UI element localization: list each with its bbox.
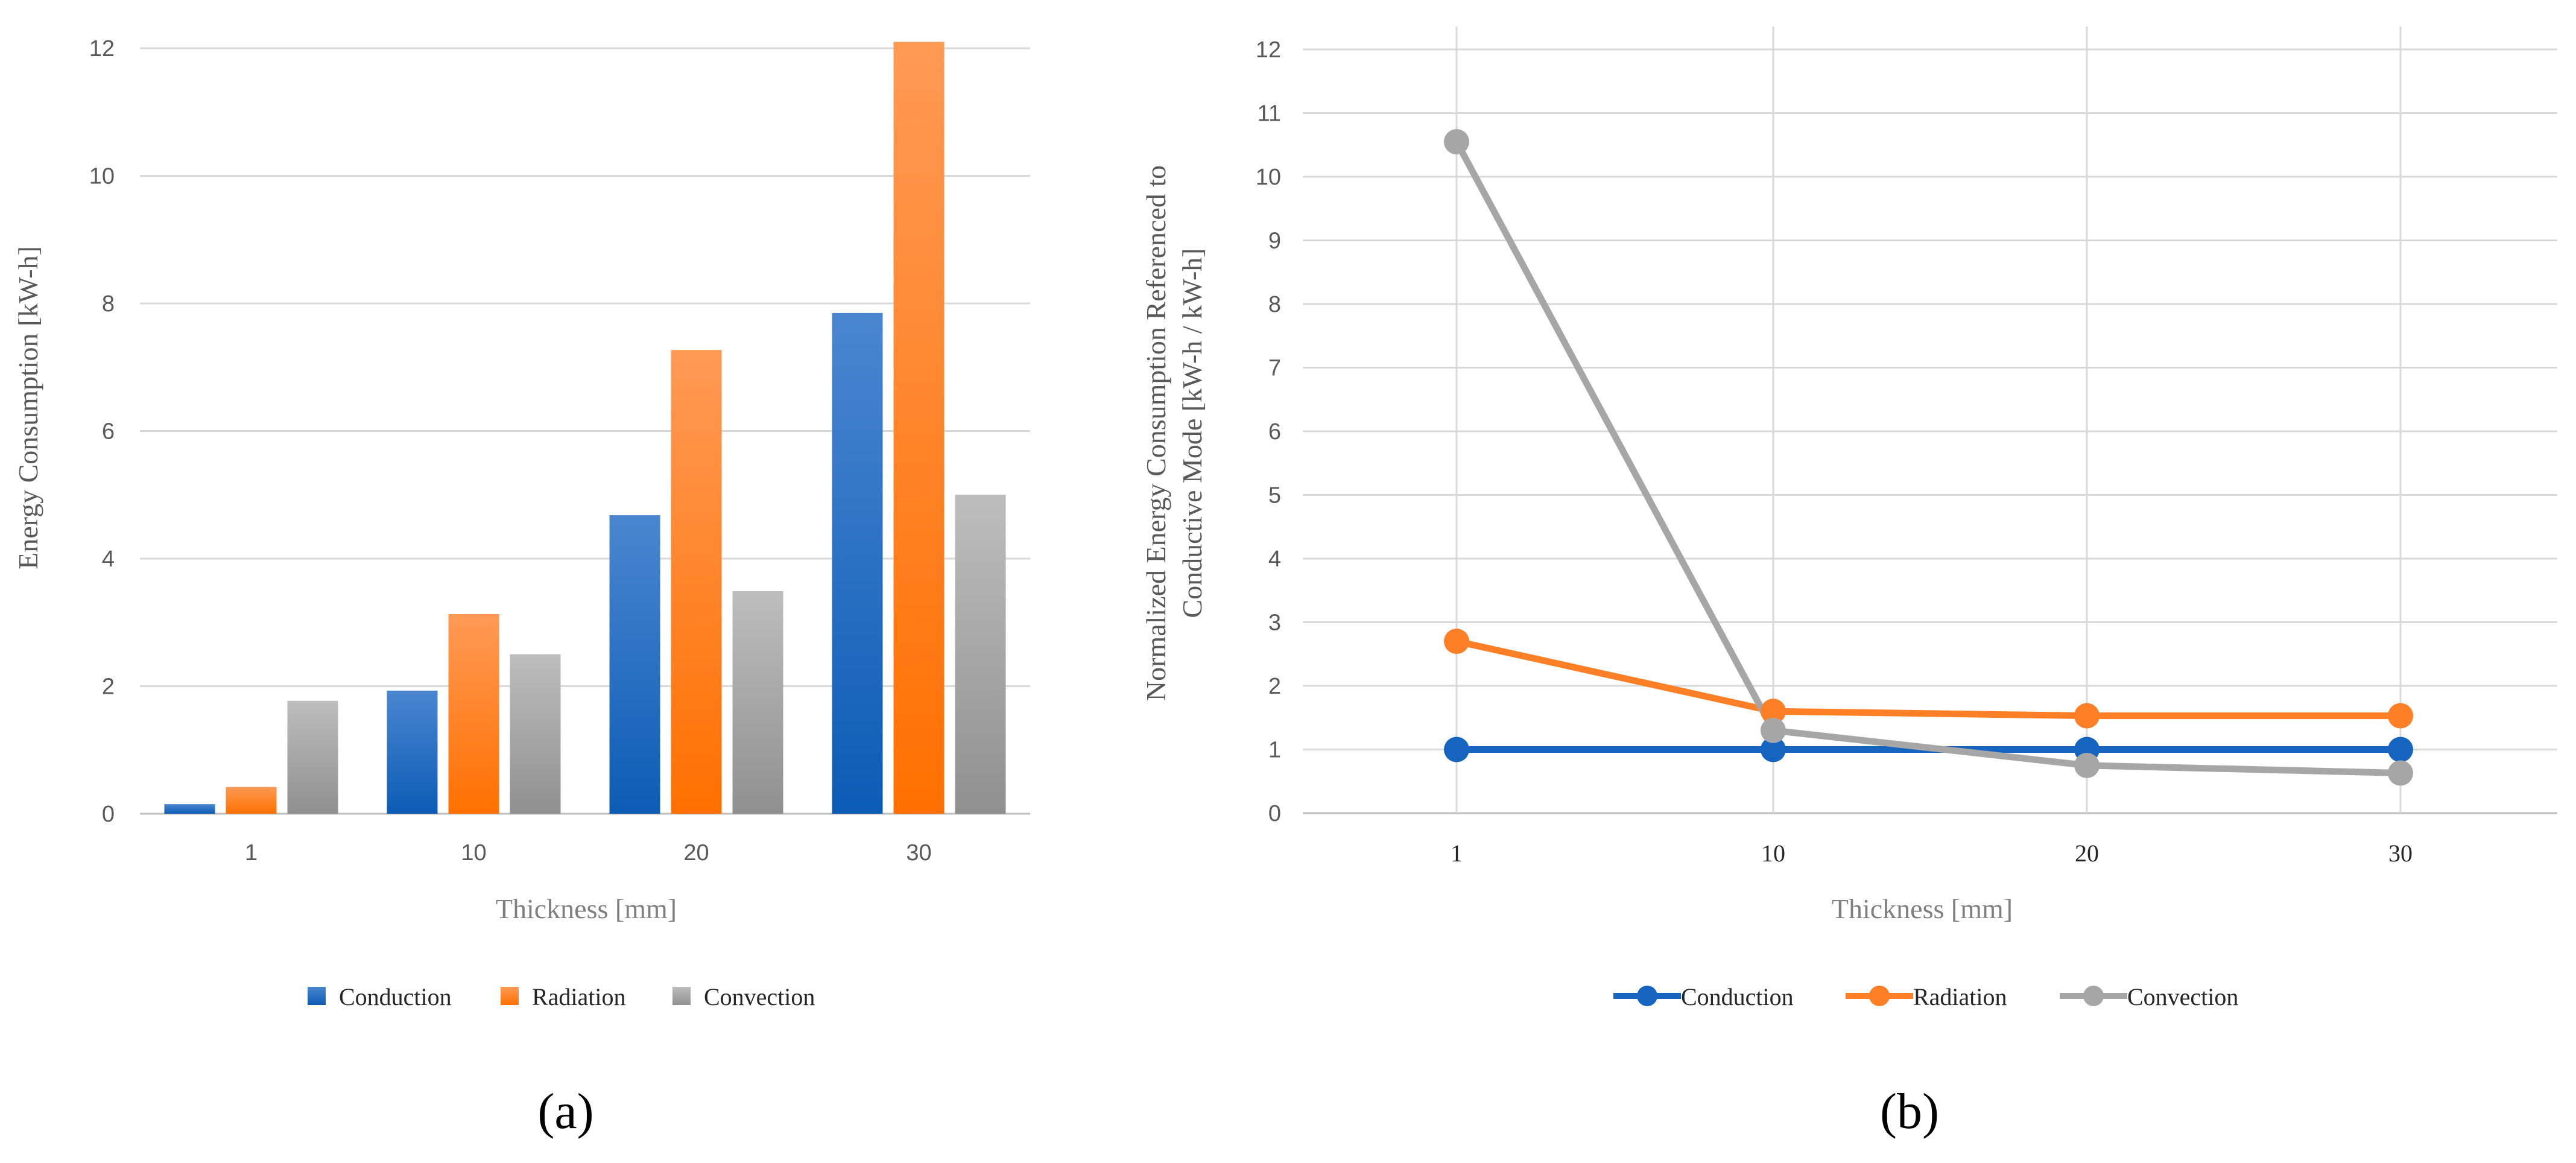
b-point-convection-30 xyxy=(2388,760,2413,786)
a-y-tick-10: 10 xyxy=(89,164,115,189)
a-legend: Conduction Radiation Convection xyxy=(308,983,815,1010)
a-y-tick-6: 6 xyxy=(102,419,115,445)
b-y-tick-11: 11 xyxy=(1258,101,1281,127)
a-y-tick-12: 12 xyxy=(89,36,115,62)
b-y-tick-0: 0 xyxy=(1268,801,1281,826)
b-line-radiation xyxy=(1453,638,2404,720)
a-bar-conduction-30 xyxy=(832,312,883,814)
a-legend-swatch-convection xyxy=(672,987,691,1005)
a-bar-conduction-10 xyxy=(387,690,438,814)
b-y-axis-title-line1: Normalized Energy Consumption Referenced… xyxy=(1141,165,1171,701)
a-bar-convection-30 xyxy=(955,495,1006,814)
b-y-tick-10: 10 xyxy=(1256,165,1281,190)
b-gridlines xyxy=(1303,27,2557,814)
b-x-axis-title: Thickness [mm] xyxy=(1832,893,2013,924)
b-x-tick-30: 30 xyxy=(2388,840,2413,867)
a-x-axis-title: Thickness [mm] xyxy=(496,893,677,924)
b-point-radiation-1 xyxy=(1444,629,1469,654)
b-series-lines xyxy=(1444,128,2413,786)
b-legend-label-conduction: Conduction xyxy=(1681,983,1794,1010)
b-y-tick-3: 3 xyxy=(1268,610,1281,636)
b-point-convection-1 xyxy=(1444,128,1469,154)
b-y-tick-4: 4 xyxy=(1268,547,1281,572)
a-bar-radiation-20 xyxy=(671,350,722,814)
a-bar-convection-20 xyxy=(732,591,783,814)
b-y-tick-1: 1 xyxy=(1268,738,1281,763)
b-point-radiation-10 xyxy=(1761,699,1786,724)
b-y-tick-9: 9 xyxy=(1268,229,1281,254)
a-x-tick-1: 1 xyxy=(245,840,258,866)
b-point-radiation-20 xyxy=(2074,703,2100,729)
b-y-tick-7: 7 xyxy=(1268,356,1281,381)
b-point-conduction-30 xyxy=(2388,737,2413,762)
b-x-tick-20: 20 xyxy=(2075,840,2099,867)
b-x-tick-1: 1 xyxy=(1451,840,1463,867)
a-bar-radiation-10 xyxy=(448,614,499,814)
a-panel-label: (a) xyxy=(537,1083,593,1139)
a-bar-convection-1 xyxy=(287,700,338,814)
a-bar-radiation-30 xyxy=(893,42,945,814)
a-y-tick-4: 4 xyxy=(102,547,115,572)
b-y-axis-title-line2: Conductive Mode [kW-h / kW-h] xyxy=(1177,248,1207,618)
a-y-tick-2: 2 xyxy=(102,674,115,700)
a-y-tick-0: 0 xyxy=(102,802,115,827)
b-y-tick-6: 6 xyxy=(1268,419,1281,445)
b-point-conduction-10 xyxy=(1761,737,1786,762)
b-point-radiation-30 xyxy=(2388,703,2413,729)
b-x-tick-10: 10 xyxy=(1761,840,1785,867)
b-point-convection-10 xyxy=(1761,717,1786,743)
a-bar-conduction-1 xyxy=(164,804,215,814)
a-y-axis-title: Energy Consumption [kW-h] xyxy=(13,246,43,569)
b-y-tick-12: 12 xyxy=(1256,37,1281,63)
b-point-conduction-1 xyxy=(1444,737,1469,762)
a-bars xyxy=(164,42,1006,814)
b-legend-marker-radiation xyxy=(1869,986,1890,1006)
b-legend-label-convection: Convection xyxy=(2127,983,2238,1010)
b-legend-marker-convection xyxy=(2083,986,2104,1006)
a-legend-label-radiation: Radiation xyxy=(532,983,626,1010)
a-y-tick-8: 8 xyxy=(102,291,115,317)
a-x-tick-labels: 1 10 20 30 xyxy=(245,840,932,866)
b-panel-label: (b) xyxy=(1880,1083,1939,1139)
a-legend-swatch-conduction xyxy=(308,987,326,1005)
b-legend-marker-conduction xyxy=(1637,986,1657,1006)
a-legend-swatch-radiation xyxy=(501,987,519,1005)
b-y-tick-8: 8 xyxy=(1268,292,1281,317)
a-bar-conduction-20 xyxy=(609,515,660,814)
b-x-tick-labels: 1 10 20 30 xyxy=(1451,840,2413,867)
a-bar-convection-10 xyxy=(510,654,561,814)
b-line-convection xyxy=(1453,138,2404,777)
a-legend-label-convection: Convection xyxy=(704,983,815,1010)
b-legend: Conduction Radiation Convection xyxy=(1613,983,2238,1010)
b-y-tick-5: 5 xyxy=(1268,483,1281,509)
bar-chart-panel-a: 0 2 4 6 8 10 12 1 10 20 30 Energy Consumption [kW… xyxy=(13,36,1030,1139)
a-legend-label-conduction: Conduction xyxy=(339,983,452,1010)
a-x-tick-30: 30 xyxy=(906,840,931,866)
a-x-tick-10: 10 xyxy=(461,840,486,866)
a-bar-radiation-1 xyxy=(226,787,277,814)
b-legend-label-radiation: Radiation xyxy=(1913,983,2007,1010)
b-point-convection-20 xyxy=(2074,752,2100,778)
b-y-tick-2: 2 xyxy=(1268,674,1281,699)
a-x-tick-20: 20 xyxy=(683,840,709,866)
a-gridlines xyxy=(140,47,1030,815)
a-y-tick-labels: 0 2 4 6 8 10 12 xyxy=(89,36,115,827)
